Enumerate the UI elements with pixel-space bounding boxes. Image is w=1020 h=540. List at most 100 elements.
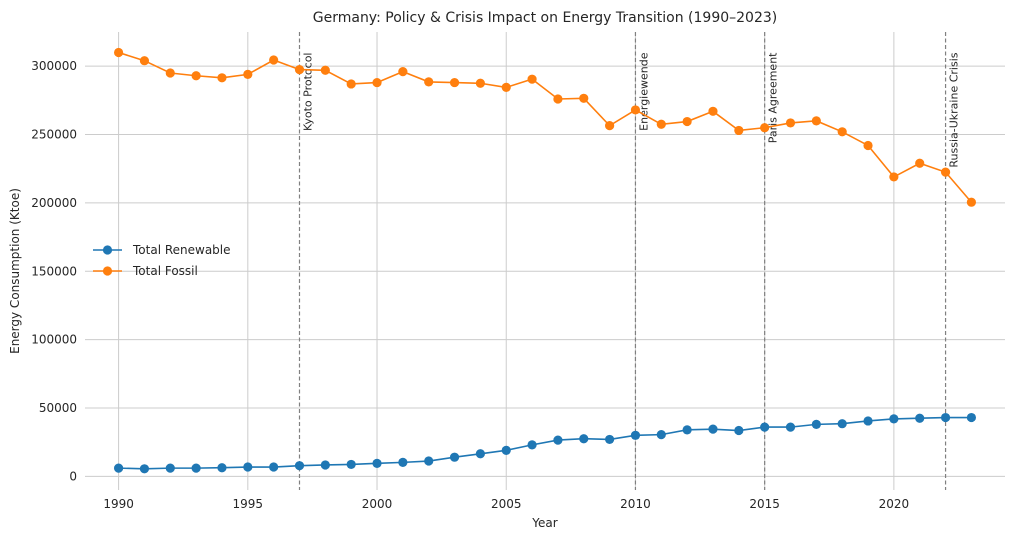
data-point (553, 435, 563, 445)
legend: Total Renewable Total Fossil (93, 243, 231, 278)
x-tick-label: 1995 (233, 497, 264, 511)
plot-area (85, 32, 1005, 490)
data-point (501, 82, 511, 92)
data-point (527, 74, 537, 84)
data-point (811, 116, 821, 126)
y-tick-label: 150000 (31, 264, 77, 278)
data-point (863, 416, 873, 426)
data-point (217, 463, 227, 473)
data-point (346, 79, 356, 89)
data-point (915, 158, 925, 168)
legend-marker (102, 266, 113, 276)
data-point (734, 125, 744, 136)
y-tick-label: 0 (69, 469, 77, 483)
legend-marker (102, 245, 113, 255)
x-tick-label: 2020 (879, 497, 910, 511)
data-point (708, 424, 718, 434)
grid-lines (85, 32, 1005, 490)
event-label: Kyoto Protocol (301, 53, 314, 132)
data-point (113, 47, 124, 58)
data-point (889, 172, 899, 182)
data-point (217, 73, 227, 83)
event-label: Russia-Ukraine Crisis (948, 52, 961, 167)
data-series (113, 47, 977, 474)
data-point (269, 462, 279, 472)
data-point (940, 412, 951, 423)
data-point (398, 67, 408, 77)
data-point (656, 119, 666, 129)
data-point (191, 71, 201, 81)
data-point (760, 422, 770, 432)
data-point (372, 458, 382, 468)
y-tick-label: 250000 (31, 128, 77, 142)
data-point (191, 463, 201, 473)
data-point (372, 77, 382, 88)
event-markers: Kyoto Protocol Energiewende Paris Agreemen… (298, 32, 961, 490)
data-point (475, 449, 485, 459)
data-point (682, 116, 692, 127)
y-tick-label: 50000 (39, 401, 77, 415)
data-point (579, 434, 589, 444)
legend-label: Total Renewable (132, 243, 231, 257)
data-point (320, 65, 330, 75)
data-point (734, 425, 744, 436)
data-point (837, 127, 847, 137)
data-point (915, 413, 925, 423)
data-point (527, 440, 537, 450)
data-point (579, 93, 589, 103)
x-tick-label: 1990 (103, 497, 134, 511)
event-label: Energiewende (637, 52, 650, 131)
data-point (630, 105, 641, 115)
data-point (605, 121, 615, 131)
series-line (118, 51, 973, 203)
data-point (811, 419, 821, 429)
data-point (424, 77, 434, 87)
y-tick-label: 300000 (31, 59, 77, 73)
data-point (346, 459, 356, 470)
event-label: Paris Agreement (767, 52, 780, 143)
data-point (966, 197, 977, 207)
data-point (785, 422, 796, 432)
data-point (966, 412, 977, 423)
x-tick-label: 2000 (362, 497, 393, 511)
y-tick-label: 200000 (31, 196, 77, 210)
data-point (165, 463, 175, 473)
data-point (501, 445, 511, 455)
data-point (475, 78, 485, 88)
data-point (760, 123, 770, 133)
data-point (682, 425, 692, 435)
data-point (889, 414, 899, 424)
x-tick-label: 2005 (491, 497, 522, 511)
data-point (630, 430, 641, 440)
data-point (449, 77, 460, 88)
tick-labels: 1990 1995 2000 2005 2010 2015 2020 0 50000 100000… (31, 59, 909, 511)
legend-label: Total Fossil (132, 264, 198, 278)
data-point (785, 118, 796, 128)
data-point (449, 452, 460, 462)
data-point (424, 456, 434, 466)
data-point (243, 69, 253, 79)
data-point (294, 461, 305, 471)
y-tick-label: 100000 (31, 333, 77, 347)
data-point (139, 56, 150, 66)
data-point (708, 106, 718, 116)
data-point (553, 94, 563, 104)
data-point (320, 460, 330, 470)
data-point (113, 463, 124, 473)
chart-title: Germany: Policy & Crisis Impact on Energ… (313, 10, 778, 26)
x-tick-label: 2010 (620, 497, 651, 511)
x-axis-label: Year (531, 516, 557, 530)
data-point (656, 430, 666, 440)
data-point (940, 167, 951, 177)
data-point (837, 419, 847, 429)
data-point (165, 68, 175, 78)
data-point (139, 464, 150, 474)
data-point (294, 64, 305, 75)
y-axis-label: Energy Consumption (Ktoe) (8, 188, 22, 354)
series-line (118, 416, 972, 470)
x-tick-label: 2015 (749, 497, 780, 511)
data-point (398, 457, 408, 467)
data-point (269, 55, 279, 65)
data-point (243, 462, 253, 472)
